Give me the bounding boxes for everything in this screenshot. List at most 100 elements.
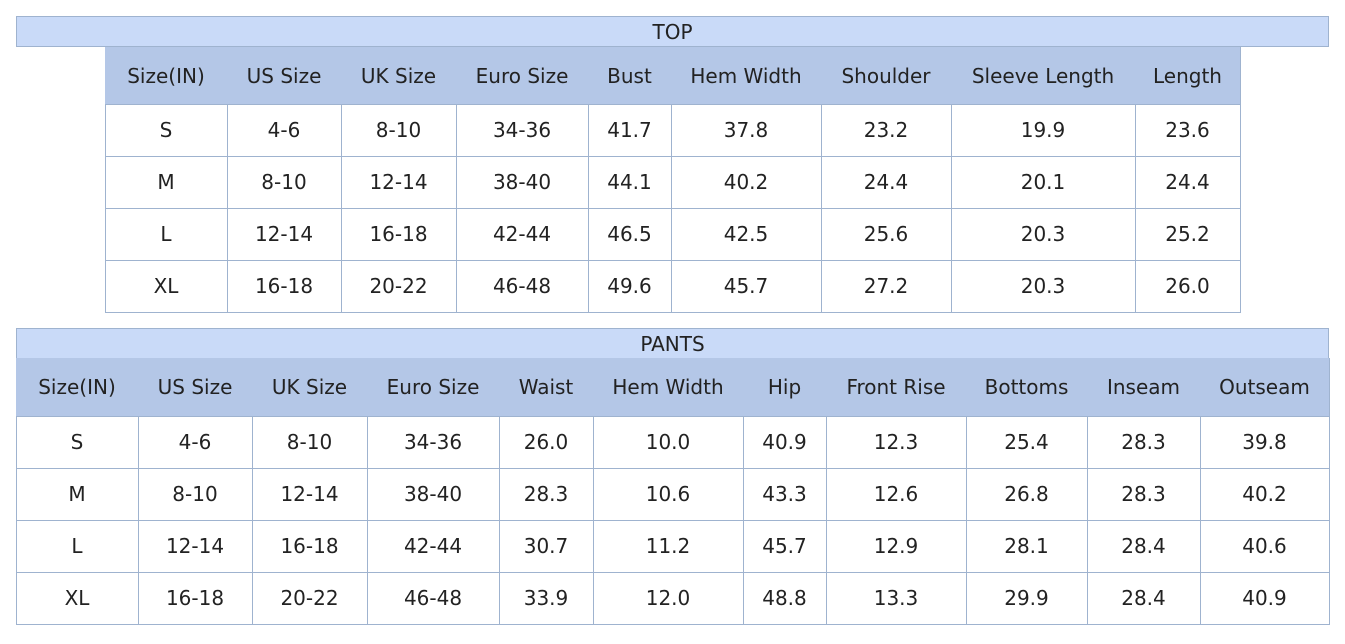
table-cell: 26.0 [1135, 260, 1241, 313]
table-cell: 10.6 [593, 468, 744, 521]
table-cell: 46-48 [456, 260, 589, 313]
table-cell: 48.8 [743, 572, 827, 625]
header-cell: Shoulder [821, 47, 952, 105]
table-cell: 28.3 [1087, 468, 1201, 521]
header-cell: Inseam [1087, 358, 1201, 417]
header-cell: Outseam [1200, 358, 1330, 417]
table-cell: 23.6 [1135, 104, 1241, 157]
table-cell: 25.2 [1135, 208, 1241, 261]
header-cell: UK Size [252, 358, 368, 417]
table-cell: S [16, 416, 139, 469]
header-cell: Bust [588, 47, 672, 105]
table-cell: 12-14 [341, 156, 457, 209]
table-cell: 40.9 [1200, 572, 1330, 625]
header-cell: Front Rise [826, 358, 967, 417]
table-cell: 40.9 [743, 416, 827, 469]
table-cell: 38-40 [456, 156, 589, 209]
table-cell: 4-6 [227, 104, 342, 157]
table-cell: 38-40 [367, 468, 500, 521]
table-cell: 37.8 [671, 104, 822, 157]
table-cell: 45.7 [671, 260, 822, 313]
header-cell: Size(IN) [16, 358, 139, 417]
table-cell: 16-18 [252, 520, 368, 573]
table-cell: 16-18 [227, 260, 342, 313]
table-cell: 23.2 [821, 104, 952, 157]
table-cell: 20.1 [951, 156, 1136, 209]
table-cell: 30.7 [499, 520, 594, 573]
table-cell: 42.5 [671, 208, 822, 261]
table-cell: 20.3 [951, 260, 1136, 313]
table-cell: XL [16, 572, 139, 625]
table-cell: 13.3 [826, 572, 967, 625]
table-cell: 12.3 [826, 416, 967, 469]
size-table: Size(IN) US Size UK Size Euro Size Bust Hem W… [105, 47, 1241, 313]
header-cell: Size(IN) [105, 47, 228, 105]
table-cell: 24.4 [1135, 156, 1241, 209]
header-cell: US Size [227, 47, 342, 105]
table-cell: 40.2 [1200, 468, 1330, 521]
table-cell: 11.2 [593, 520, 744, 573]
table-cell: 28.4 [1087, 572, 1201, 625]
table-cell: 42-44 [367, 520, 500, 573]
table-cell: 24.4 [821, 156, 952, 209]
header-cell: Hip [743, 358, 827, 417]
header-cell: UK Size [341, 47, 457, 105]
table-cell: 8-10 [252, 416, 368, 469]
table-cell: 29.9 [966, 572, 1088, 625]
table-cell: 25.6 [821, 208, 952, 261]
table-cell: 34-36 [456, 104, 589, 157]
header-cell: Euro Size [367, 358, 500, 417]
table-cell: 42-44 [456, 208, 589, 261]
table-cell: 8-10 [227, 156, 342, 209]
table-cell: 28.3 [499, 468, 594, 521]
table-cell: 41.7 [588, 104, 672, 157]
table-cell: M [16, 468, 139, 521]
table-cell: 44.1 [588, 156, 672, 209]
section-title: TOP [16, 16, 1329, 47]
table-cell: 40.2 [671, 156, 822, 209]
table-cell: 43.3 [743, 468, 827, 521]
table-cell: 25.4 [966, 416, 1088, 469]
table-cell: 12.0 [593, 572, 744, 625]
table-cell: 10.0 [593, 416, 744, 469]
table-cell: 46.5 [588, 208, 672, 261]
table-cell: 45.7 [743, 520, 827, 573]
header-cell: US Size [138, 358, 253, 417]
table-cell: 12-14 [227, 208, 342, 261]
table-cell: 33.9 [499, 572, 594, 625]
table-cell: 28.3 [1087, 416, 1201, 469]
section-title: PANTS [16, 328, 1329, 359]
table-cell: 20-22 [252, 572, 368, 625]
table-cell: XL [105, 260, 228, 313]
header-cell: Waist [499, 358, 594, 417]
header-cell: Hem Width [593, 358, 744, 417]
size-table: Size(IN) US Size UK Size Euro Size Waist Hem … [16, 358, 1330, 625]
table-cell: 16-18 [341, 208, 457, 261]
header-cell: Hem Width [671, 47, 822, 105]
table-cell: 26.0 [499, 416, 594, 469]
table-cell: 46-48 [367, 572, 500, 625]
table-cell: 12.9 [826, 520, 967, 573]
table-cell: 12-14 [252, 468, 368, 521]
table-cell: 27.2 [821, 260, 952, 313]
table-cell: 8-10 [341, 104, 457, 157]
table-cell: S [105, 104, 228, 157]
table-cell: 12.6 [826, 468, 967, 521]
table-cell: 28.1 [966, 520, 1088, 573]
table-cell: L [16, 520, 139, 573]
table-cell: 16-18 [138, 572, 253, 625]
table-cell: 39.8 [1200, 416, 1330, 469]
table-cell: 26.8 [966, 468, 1088, 521]
table-cell: 19.9 [951, 104, 1136, 157]
table-cell: 20.3 [951, 208, 1136, 261]
table-cell: 34-36 [367, 416, 500, 469]
table-cell: 8-10 [138, 468, 253, 521]
table-cell: 12-14 [138, 520, 253, 573]
table-cell: 4-6 [138, 416, 253, 469]
header-cell: Euro Size [456, 47, 589, 105]
header-cell: Bottoms [966, 358, 1088, 417]
header-cell: Sleeve Length [951, 47, 1136, 105]
table-cell: 28.4 [1087, 520, 1201, 573]
table-cell: L [105, 208, 228, 261]
